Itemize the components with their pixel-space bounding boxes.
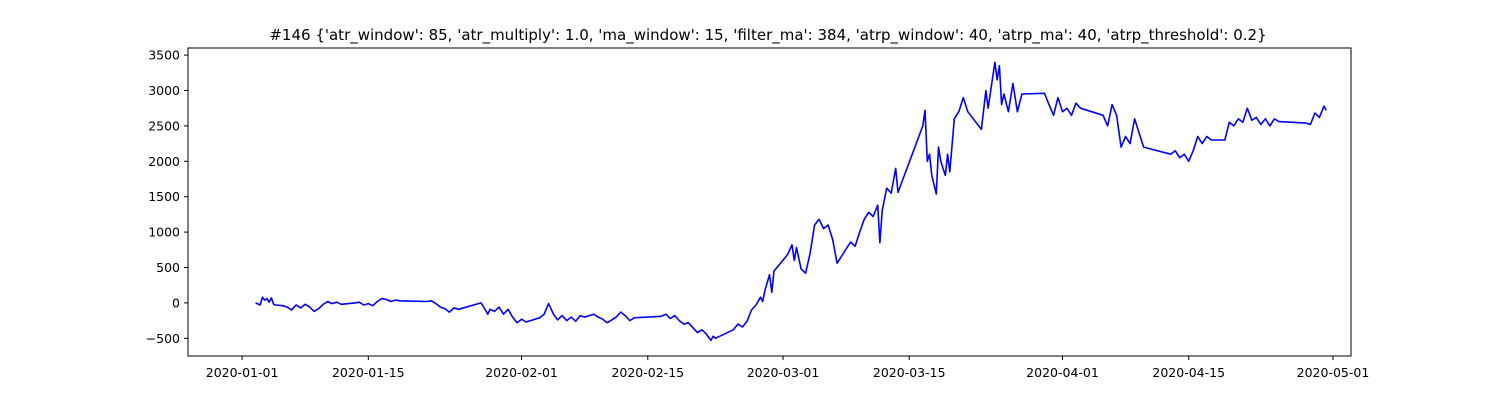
x-axis: 2020-01-01 2020-01-15 2020-02-01 2020-02-15…	[206, 356, 1370, 380]
x-tick-label: 2020-01-01	[206, 365, 279, 380]
y-tick-label: 1500	[148, 189, 180, 204]
chart-title: #146 {'atr_window': 85, 'atr_multiply': …	[269, 26, 1266, 45]
y-tick-label: 3000	[148, 83, 180, 98]
x-tick-label: 2020-04-01	[1026, 365, 1099, 380]
x-tick-label: 2020-01-15	[332, 365, 405, 380]
series-line	[255, 61, 1327, 342]
y-tick-label: 2000	[148, 154, 180, 169]
x-tick-label: 2020-03-01	[747, 365, 820, 380]
x-tick-label: 2020-03-15	[873, 365, 946, 380]
y-tick-label: 3500	[148, 48, 180, 63]
y-axis: −500 0 500 1000 1500 2000 2500 3000 3500	[146, 48, 188, 346]
x-tick-label: 2020-05-01	[1297, 365, 1370, 380]
x-tick-label: 2020-02-01	[485, 365, 558, 380]
series-layer	[255, 61, 1327, 342]
x-tick-label: 2020-02-15	[611, 365, 684, 380]
plot-area	[187, 47, 1352, 357]
y-tick-label: 1000	[148, 225, 180, 240]
y-tick-label: 500	[156, 260, 180, 275]
y-tick-label: 2500	[148, 118, 180, 133]
y-tick-label: 0	[172, 295, 180, 310]
x-tick-label: 2020-04-15	[1152, 365, 1225, 380]
y-tick-label: −500	[146, 331, 180, 346]
